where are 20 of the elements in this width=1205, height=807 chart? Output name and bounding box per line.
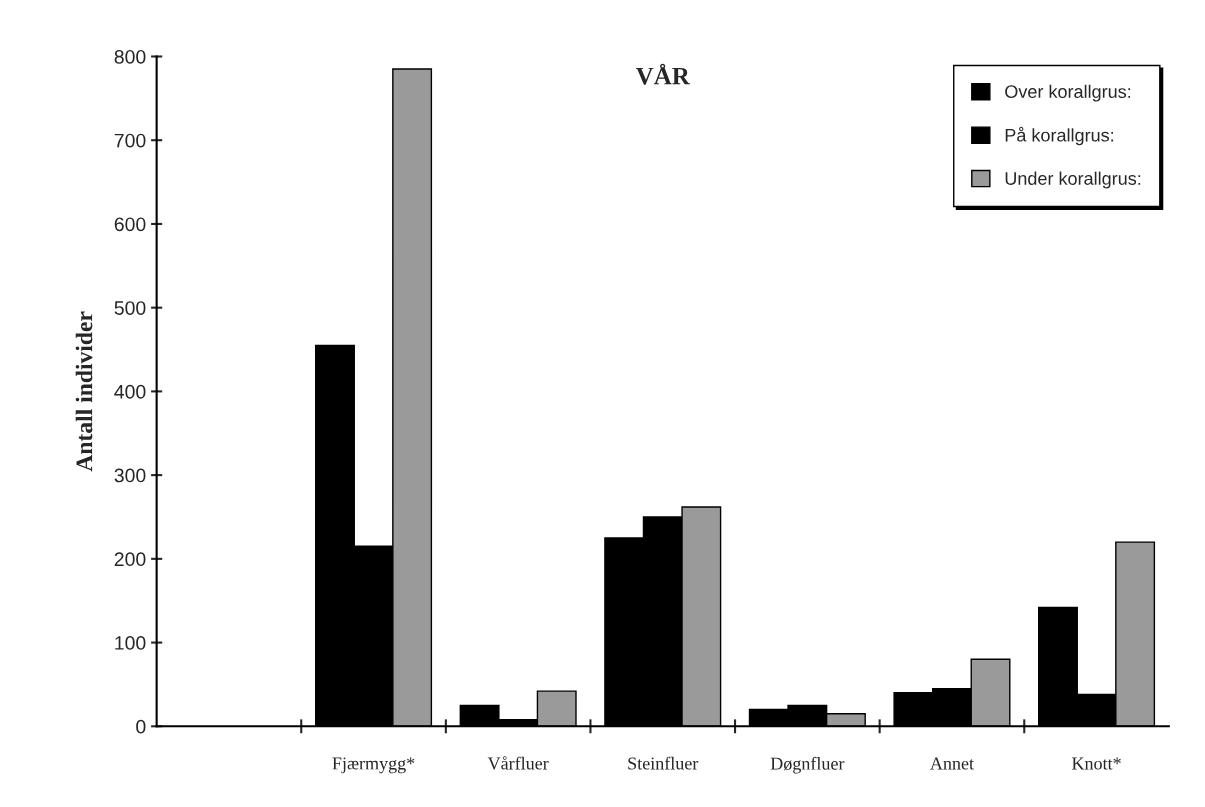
y-tick-label: 300 (114, 468, 146, 483)
y-tick-label: 400 (114, 384, 146, 399)
x-tick-label: Annet (930, 757, 974, 770)
y-tick-label: 200 (114, 552, 146, 567)
y-tick-label: 500 (114, 301, 146, 315)
x-tick-label: Vårfluer (487, 756, 549, 770)
legend-label: Under korallgrus: (1005, 171, 1141, 189)
y-tick-label: 700 (114, 133, 146, 148)
y-tick-label: 600 (114, 217, 146, 232)
x-tick-label: Døgnfluer (770, 756, 845, 774)
y-tick-label: 0 (136, 719, 146, 734)
y-tick-label: 800 (114, 49, 146, 64)
y-axis-title: Antall individer (75, 311, 93, 472)
chart-title: VÅR (635, 63, 691, 85)
x-tick-label: Steinfluer (628, 756, 699, 770)
legend-label: På korallgrus: (1005, 126, 1114, 146)
legend-label: Over korallgrus: (1005, 84, 1131, 102)
y-tick-label: 100 (115, 636, 146, 650)
x-tick-label: Fjærmygg* (332, 757, 415, 774)
x-tick-label: Knott* (1071, 757, 1121, 770)
